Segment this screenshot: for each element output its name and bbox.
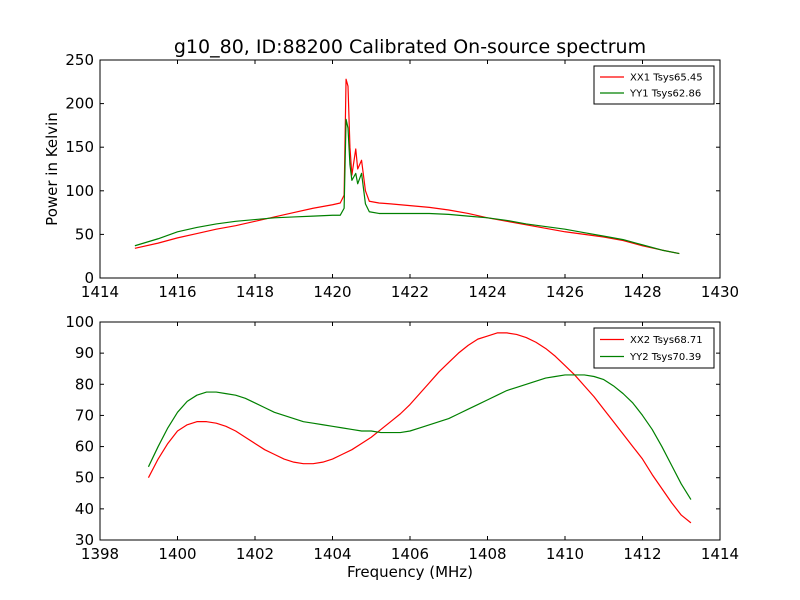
bottom-y-tick-label: 40 bbox=[75, 500, 94, 518]
bottom-legend-entry-label: XX2 Tsys68.71 bbox=[630, 335, 703, 346]
bottom-y-tick-label: 80 bbox=[75, 375, 94, 393]
top-x-tick-label: 1424 bbox=[468, 283, 506, 301]
top-x-tick-label: 1416 bbox=[158, 283, 196, 301]
top-x-tick-label: 1426 bbox=[546, 283, 584, 301]
bottom-y-tick-label: 30 bbox=[75, 531, 94, 549]
bottom-x-axis-label: Frequency (MHz) bbox=[347, 563, 473, 581]
top-legend: XX1 Tsys65.45 YY1 Tsys62.86 bbox=[593, 65, 715, 105]
bottom-legend-box bbox=[593, 327, 715, 369]
bottom-x-tick-label: 1402 bbox=[236, 545, 274, 563]
top-legend-entry-label: XX1 Tsys65.45 bbox=[630, 73, 703, 84]
top-x-tick-label: 1420 bbox=[313, 283, 351, 301]
bottom-x-tick-label: 1410 bbox=[546, 545, 584, 563]
bottom-spectrum-plot: 1398 1400 1402 1404 1406 1408 1410 1412 1414 30 40… bbox=[65, 313, 739, 581]
bottom-series-line-1 bbox=[147, 332, 692, 524]
top-y-tick-label: 50 bbox=[75, 225, 94, 243]
top-x-tick-label: 1428 bbox=[623, 283, 661, 301]
figure-title: g10_80, ID:88200 Calibrated On-source sp… bbox=[174, 36, 646, 58]
top-x-tick-label: 1418 bbox=[236, 283, 274, 301]
top-legend-box bbox=[593, 65, 715, 105]
bottom-legend-entry-label: YY2 Tsys70.39 bbox=[629, 352, 701, 363]
bottom-x-tick-label: 1406 bbox=[391, 545, 429, 563]
top-spectrum-plot: 1414 1416 1418 1420 1422 1424 1426 1428 1430 0 50 1… bbox=[43, 51, 739, 301]
top-y-tick-label: 100 bbox=[65, 182, 94, 200]
bottom-x-tick-label: 1412 bbox=[623, 545, 661, 563]
top-x-tick-label: 1422 bbox=[391, 283, 429, 301]
bottom-legend: XX2 Tsys68.71 YY2 Tsys70.39 bbox=[593, 327, 715, 369]
top-y-tick-label: 250 bbox=[65, 51, 94, 69]
bottom-series-line-2 bbox=[147, 374, 692, 500]
bottom-x-tick-label: 1414 bbox=[701, 545, 739, 563]
bottom-x-tick-label: 1404 bbox=[313, 545, 351, 563]
bottom-y-tick-label: 70 bbox=[75, 406, 94, 424]
top-x-tick-label: 1414 bbox=[81, 283, 119, 301]
top-y-tick-label: 200 bbox=[65, 95, 94, 113]
top-series-line-1 bbox=[134, 78, 680, 255]
bottom-y-tick-label: 60 bbox=[75, 438, 94, 456]
top-series-line-2 bbox=[134, 118, 680, 255]
bottom-x-tick-label: 1400 bbox=[158, 545, 196, 563]
bottom-y-tick-label: 50 bbox=[75, 469, 94, 487]
top-y-tick-label: 0 bbox=[84, 269, 94, 287]
top-x-tick-label: 1430 bbox=[701, 283, 739, 301]
bottom-x-tick-label: 1398 bbox=[81, 545, 119, 563]
bottom-y-tick-label: 90 bbox=[75, 344, 94, 362]
top-y-axis-label: Power in Kelvin bbox=[43, 112, 61, 226]
top-legend-entry-label: YY1 Tsys62.86 bbox=[629, 89, 701, 100]
bottom-y-tick-label: 100 bbox=[65, 313, 94, 331]
bottom-x-tick-label: 1408 bbox=[468, 545, 506, 563]
top-y-tick-label: 150 bbox=[65, 138, 94, 156]
